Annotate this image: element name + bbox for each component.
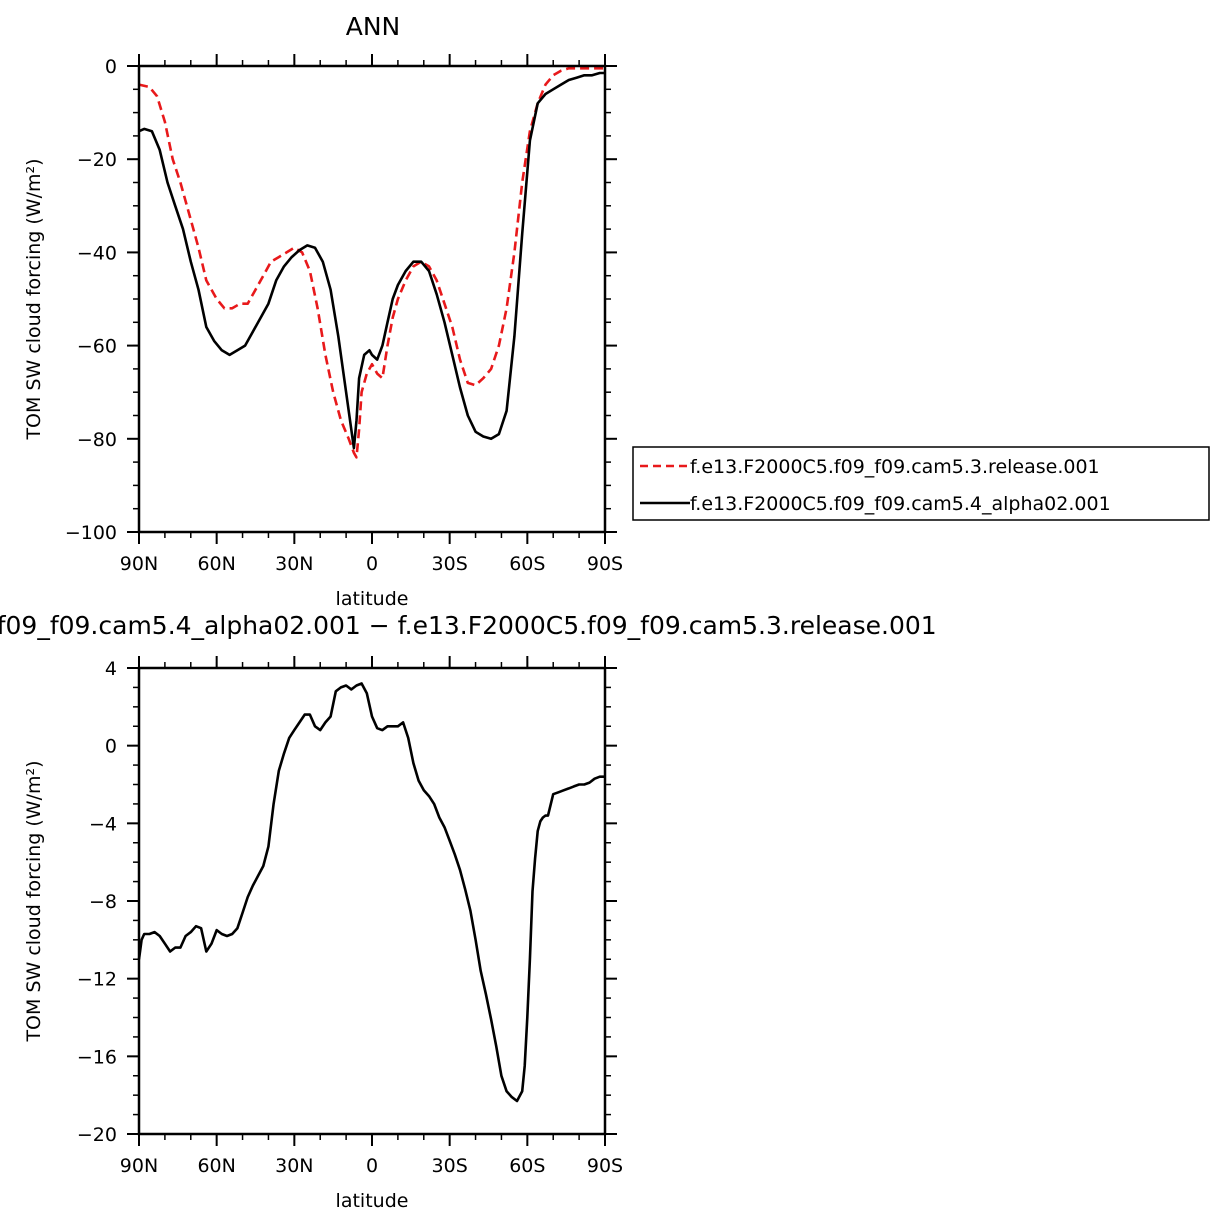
- top-legend: f.e13.F2000C5.f09_f09.cam5.3.release.001…: [632, 446, 1210, 521]
- top-plot-frame: [137, 64, 607, 534]
- bottom-x-tick-label: 30S: [432, 1155, 468, 1177]
- top-y-tick-label: −40: [77, 242, 117, 264]
- bottom-series-line-1: [137, 682, 605, 1103]
- top-series-line-1: [138, 67, 605, 459]
- top-x-axis-label: latitude: [336, 588, 409, 610]
- top-x-tick-label: 0: [366, 553, 378, 575]
- top-tick-labels: 90N 60N 30N 0 30S 60S 90S 0 −20 −40 −60 −80 −100: [65, 56, 623, 575]
- legend-label-series-2: f.e13.F2000C5.f09_f09.cam5.4_alpha02.001: [690, 493, 1111, 515]
- bottom-y-tick-label: −12: [77, 969, 117, 991]
- legend-box: [632, 446, 1210, 521]
- top-x-tick-label: 60S: [509, 553, 545, 575]
- bottom-y-tick-label: −20: [77, 1124, 117, 1146]
- top-panel: ANN 90N 60N 30N 0 30S 60S 90S 0 −20 −40 −60 −80 −100…: [23, 12, 1210, 610]
- bottom-x-tick-label: 60S: [509, 1155, 545, 1177]
- bottom-y-tick-label: 0: [105, 736, 117, 758]
- bottom-x-tick-label: 90S: [587, 1155, 623, 1177]
- top-series-line-2: [138, 71, 605, 450]
- top-x-tick-label: 30S: [432, 553, 468, 575]
- bottom-x-tick-label: 30N: [275, 1155, 313, 1177]
- top-y-tick-label: −80: [77, 429, 117, 451]
- bottom-x-tick-label: 60N: [197, 1155, 235, 1177]
- bottom-y-tick-label: 4: [105, 658, 117, 680]
- bottom-x-tick-label: 0: [366, 1155, 378, 1177]
- bottom-y-axis-label: TOM SW cloud forcing (W/m²): [23, 760, 45, 1042]
- top-x-tick-label: 90N: [120, 553, 158, 575]
- bottom-x-tick-label: 90N: [120, 1155, 158, 1177]
- top-y-axis-label: TOM SW cloud forcing (W/m²): [23, 158, 45, 440]
- top-x-tick-label: 60N: [197, 553, 235, 575]
- bottom-title: f.e13.F2000C5.f09_f09.cam5.4_alpha02.001…: [0, 611, 937, 640]
- bottom-panel: f.e13.F2000C5.f09_f09.cam5.4_alpha02.001…: [0, 611, 937, 1212]
- bottom-x-axis-label: latitude: [336, 1190, 409, 1212]
- top-y-tick-label: −20: [77, 149, 117, 171]
- top-x-tick-label: 90S: [587, 553, 623, 575]
- bottom-y-tick-label: −8: [89, 891, 117, 913]
- top-y-tick-label: −60: [77, 336, 117, 358]
- top-title: ANN: [346, 12, 401, 41]
- bottom-tick-labels: 90N 60N 30N 0 30S 60S 90S 4 0 −4 −8 −12 −16 −20: [77, 658, 623, 1177]
- top-x-tick-label: 30N: [275, 553, 313, 575]
- bottom-y-tick-label: −4: [89, 813, 117, 835]
- top-y-tick-label: 0: [105, 56, 117, 78]
- bottom-ticks: [127, 656, 617, 1146]
- bottom-y-tick-label: −16: [77, 1046, 117, 1068]
- bottom-plot-frame: [137, 666, 607, 1136]
- legend-label-series-1: f.e13.F2000C5.f09_f09.cam5.3.release.001: [690, 456, 1100, 478]
- top-series-group: [138, 67, 605, 459]
- top-y-tick-label: −100: [65, 522, 117, 544]
- bottom-series-group: [137, 682, 605, 1103]
